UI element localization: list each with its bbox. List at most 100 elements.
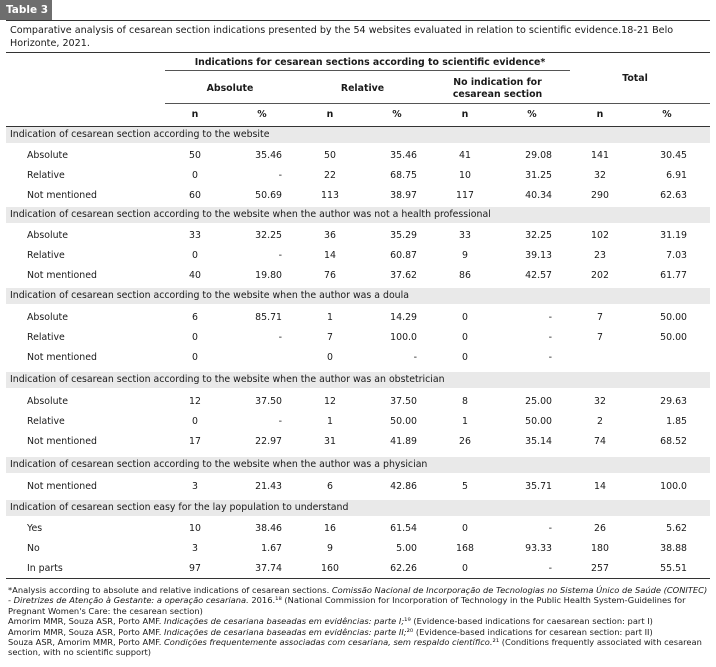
table-cell-pct: - bbox=[548, 563, 552, 574]
table-cell-n: 1 bbox=[327, 312, 333, 323]
table-bottom-rule bbox=[6, 578, 710, 579]
table-cell-n: 74 bbox=[594, 436, 606, 447]
footnote-1-italic: Comissão Nacional de Incorporação de Tec… bbox=[8, 585, 708, 606]
table-cell-n: 10 bbox=[459, 170, 471, 181]
group-title: Indications for cesarean sections accord… bbox=[194, 57, 546, 68]
footnote-2-text: Amorim MMR, Souza ASR, Porto AMF. bbox=[8, 616, 164, 627]
table-cell-pct: 35.46 bbox=[255, 150, 282, 161]
section-row-background bbox=[6, 500, 710, 516]
table-cell-n: 9 bbox=[462, 250, 468, 261]
no-indication-header-line1: No indication for bbox=[453, 77, 542, 88]
section-row-background bbox=[6, 372, 710, 388]
row-label: Absolute bbox=[27, 150, 68, 161]
pct-column-header: % bbox=[257, 109, 267, 120]
footnote-4-text: Souza ASR, Amorim MMR, Porto AMF. bbox=[8, 637, 164, 648]
table-cell-n: 6 bbox=[192, 312, 198, 323]
table-cell-n: 160 bbox=[321, 563, 339, 574]
table-cell-pct: 37.74 bbox=[255, 563, 282, 574]
section-row-label: Indication of cesarean section according… bbox=[10, 290, 409, 301]
table-cell-n: 0 bbox=[192, 170, 198, 181]
footnote-4-trail: ²¹ (Conditions frequently associated wit… bbox=[8, 637, 702, 658]
table-cell-pct: 85.71 bbox=[255, 312, 282, 323]
table-cell-n: 31 bbox=[324, 436, 336, 447]
table-cell-pct: 68.75 bbox=[390, 170, 417, 181]
table-cell-n: 26 bbox=[459, 436, 471, 447]
table-cell-pct: 22.97 bbox=[255, 436, 282, 447]
row-label: Relative bbox=[27, 250, 65, 261]
table-cell-n: 33 bbox=[189, 230, 201, 241]
relative-header: Relative bbox=[340, 83, 385, 94]
table-cell-pct: 100.0 bbox=[390, 332, 417, 343]
footnote-4-italic: Condições frequentemente associadas com … bbox=[164, 637, 493, 648]
table-cell-n: 32 bbox=[594, 170, 606, 181]
table-cell-n: 1 bbox=[462, 416, 468, 427]
table-cell-n: 16 bbox=[324, 523, 336, 534]
table-cell-pct: 37.50 bbox=[255, 396, 282, 407]
table-cell-pct: - bbox=[548, 523, 552, 534]
table-cell-n: 202 bbox=[591, 270, 609, 281]
row-label: Yes bbox=[27, 523, 43, 534]
table-cell-n: 1 bbox=[327, 416, 333, 427]
row-label: Relative bbox=[27, 416, 65, 427]
table-cell-n: 9 bbox=[327, 543, 333, 554]
table-cell-pct: 93.33 bbox=[525, 543, 552, 554]
table-cell-n: 17 bbox=[189, 436, 201, 447]
section-row-background bbox=[6, 207, 710, 223]
n-column-header: n bbox=[326, 109, 334, 120]
total-header: Total bbox=[622, 73, 648, 84]
table-cell-n: 33 bbox=[459, 230, 471, 241]
table-cell-pct: 62.26 bbox=[390, 563, 417, 574]
row-label: In parts bbox=[27, 563, 63, 574]
table-cell-n: 0 bbox=[462, 352, 468, 363]
footnote-3-text: Amorim MMR, Souza ASR, Porto AMF. bbox=[8, 626, 164, 637]
row-label: Relative bbox=[27, 332, 65, 343]
table-cell-pct: 5.62 bbox=[666, 523, 687, 534]
table-cell-pct: 100.0 bbox=[660, 481, 687, 492]
table-cell-n: 36 bbox=[324, 230, 336, 241]
absolute-header: Absolute bbox=[206, 83, 254, 94]
table-label: Table 3 bbox=[0, 0, 52, 20]
table-cell-pct: 14.29 bbox=[390, 312, 417, 323]
no-indication-header-line2: cesarean section bbox=[452, 89, 543, 100]
table-cell-n: 6 bbox=[327, 481, 333, 492]
caption-rule bbox=[6, 52, 710, 53]
table-cell-pct: 50.00 bbox=[660, 332, 687, 343]
table-cell-n: 0 bbox=[462, 523, 468, 534]
table-cell-pct: 32.25 bbox=[525, 230, 552, 241]
table-cell-pct: 35.71 bbox=[525, 481, 552, 492]
table-cell-pct: 29.08 bbox=[525, 150, 552, 161]
table-cell-pct: 29.63 bbox=[660, 396, 687, 407]
table-cell-pct: - bbox=[278, 250, 282, 261]
table-cell-pct: 39.13 bbox=[525, 250, 552, 261]
table-cell-pct: 50.69 bbox=[255, 190, 282, 201]
footnote-1-text: *Analysis according to absolute and rela… bbox=[8, 585, 332, 595]
row-label: Absolute bbox=[27, 312, 68, 323]
table-cell-n: 14 bbox=[324, 250, 336, 261]
pct-column-header: % bbox=[527, 109, 537, 120]
section-row-label: Indication of cesarean section according… bbox=[10, 209, 491, 220]
table-cell-n: 180 bbox=[591, 543, 609, 554]
row-label: Not mentioned bbox=[27, 481, 97, 492]
table-cell-n: 7 bbox=[597, 312, 603, 323]
table-cell-n: 50 bbox=[189, 150, 201, 161]
footnote-2: Amorim MMR, Souza ASR, Porto AMF. Indica… bbox=[8, 616, 708, 626]
table-cell-n: 22 bbox=[324, 170, 336, 181]
table-cell-pct: - bbox=[278, 416, 282, 427]
table-cell-n: 0 bbox=[192, 250, 198, 261]
table-cell-pct: - bbox=[413, 352, 417, 363]
table-cell-n: 41 bbox=[459, 150, 471, 161]
table-cell-n: 0 bbox=[192, 332, 198, 343]
pct-column-header: % bbox=[662, 109, 672, 120]
table-cell-pct: 31.25 bbox=[525, 170, 552, 181]
row-label: Not mentioned bbox=[27, 190, 97, 201]
section-row-background bbox=[6, 457, 710, 473]
table-cell-pct: 19.80 bbox=[255, 270, 282, 281]
table-cell-pct: 60.87 bbox=[390, 250, 417, 261]
table-cell-pct: 61.77 bbox=[660, 270, 687, 281]
row-label: Not mentioned bbox=[27, 270, 97, 281]
table-cell-n: 2 bbox=[597, 416, 603, 427]
table-cell-pct: 50.00 bbox=[660, 312, 687, 323]
table-cell-pct: - bbox=[548, 332, 552, 343]
table-cell-n: 0 bbox=[462, 312, 468, 323]
